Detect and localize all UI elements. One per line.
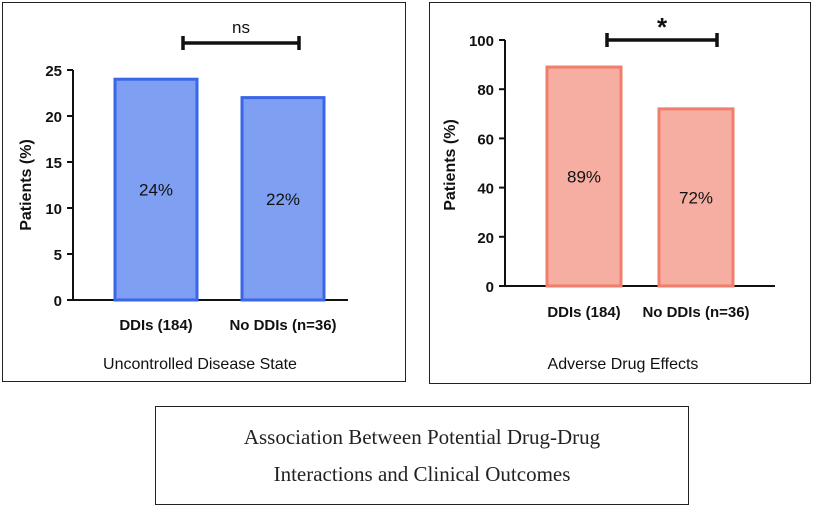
bar-data-label: 24% (139, 181, 173, 200)
y-tick-label: 15 (45, 155, 62, 172)
y-tick-label: 0 (54, 293, 62, 310)
bar (113, 77, 199, 302)
y-tick-label: 20 (45, 109, 62, 126)
x-category-label: DDIs (184) (547, 304, 620, 321)
x-category-label: No DDIs (n=36) (229, 317, 336, 334)
bar (240, 96, 326, 302)
y-tick-label: 20 (477, 230, 494, 247)
bar-chart-adverse-drug-effects: 0 20 40 60 80 100 Patients (%) 89% DDIs (184) 72%… (442, 12, 775, 373)
bar (545, 65, 623, 288)
figure-caption-line-1: Association Between Potential Drug-Drug (243, 424, 601, 449)
bar-chart-uncontrolled-disease-state: 0 5 10 15 20 25 Patients (%) 24% DDIs (184) 22% No… (18, 18, 348, 373)
figure-caption-line-2: Interactions and Clinical Outcomes (273, 461, 571, 486)
x-category-label: DDIs (184) (119, 317, 192, 334)
y-tick-label: 40 (477, 181, 494, 198)
bar (657, 107, 735, 288)
figure-caption: Association Between Potential Drug-Drug … (155, 406, 689, 505)
y-tick-label: 25 (45, 63, 62, 80)
y-tick-label: 60 (477, 131, 494, 148)
y-tick-label: 0 (486, 279, 494, 296)
y-tick-label: 5 (54, 247, 62, 264)
y-tick-label: 100 (469, 33, 494, 50)
chart-title: Adverse Drug Effects (548, 356, 699, 373)
y-axis-label: Patients (%) (18, 139, 35, 231)
significance-label: * (657, 12, 668, 42)
bar-data-label: 72% (679, 188, 713, 207)
x-category-label: No DDIs (n=36) (642, 304, 749, 321)
chart-title: Uncontrolled Disease State (103, 356, 297, 373)
y-tick-label: 80 (477, 82, 494, 99)
bar-data-label: 89% (567, 168, 601, 187)
chart-panel-uncontrolled-disease-state: 0 5 10 15 20 25 Patients (%) 24% DDIs (184) 22% No… (2, 2, 406, 382)
y-tick-label: 10 (45, 201, 62, 218)
chart-panel-adverse-drug-effects: 0 20 40 60 80 100 Patients (%) 89% DDIs (184) 72%… (429, 2, 811, 384)
bar-data-label: 22% (266, 190, 300, 209)
y-axis-label: Patients (%) (442, 119, 459, 211)
significance-label: ns (232, 18, 250, 37)
